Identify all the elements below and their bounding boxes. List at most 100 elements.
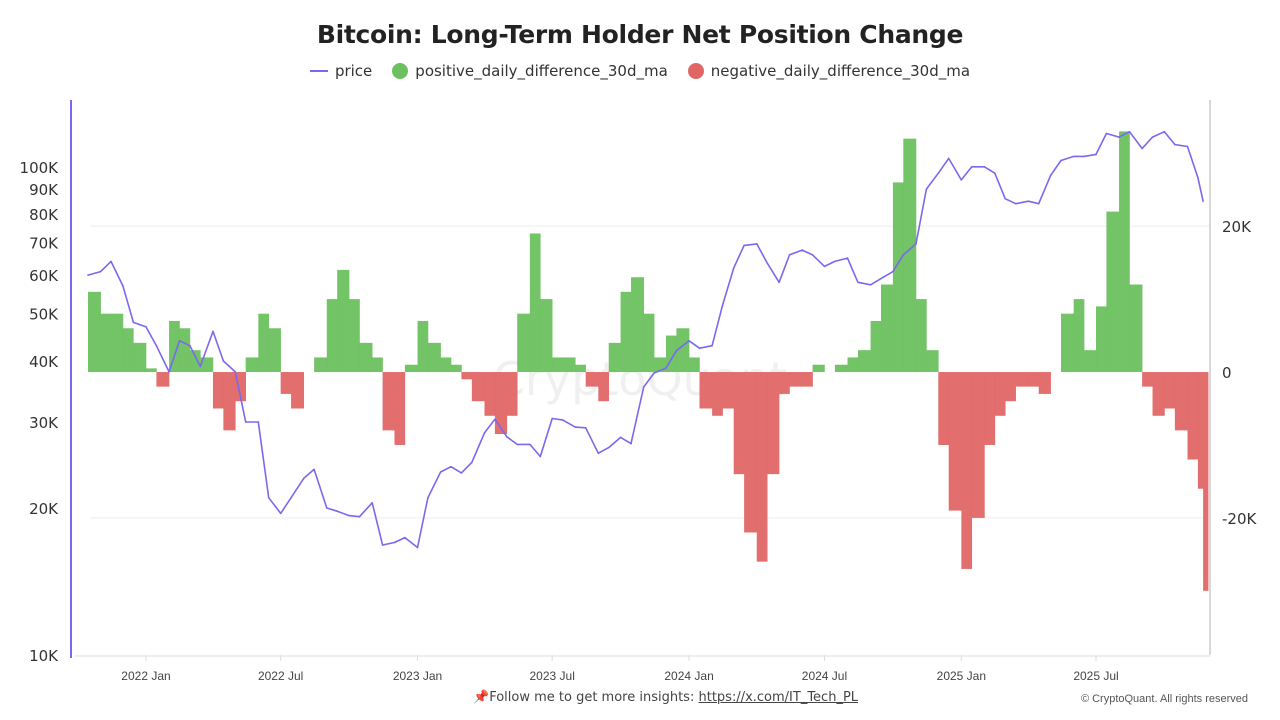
- price-point: [257, 421, 260, 423]
- negative-bar: [1005, 372, 1016, 402]
- twitter-link[interactable]: https://x.com/IT_Tech_PL: [698, 690, 859, 705]
- negative-bar: [789, 372, 803, 387]
- negative-bar: [471, 372, 485, 402]
- negative-bar: [1142, 372, 1153, 387]
- negative-bar: [1028, 372, 1040, 387]
- left-tick-label: 90K: [29, 181, 59, 199]
- positive-bar: [915, 299, 927, 373]
- negative-bar: [223, 372, 236, 431]
- price-point: [597, 452, 600, 455]
- price-point: [1174, 143, 1176, 146]
- line-swatch-icon: [309, 70, 328, 72]
- x-tick-label: 2023 Jul: [529, 669, 574, 683]
- price-point: [551, 417, 553, 420]
- price-point: [857, 281, 859, 284]
- left-tick-label: 20K: [29, 500, 59, 518]
- price-point: [653, 372, 655, 374]
- price-point: [1027, 200, 1030, 203]
- positive-bar: [337, 269, 350, 373]
- right-tick-label: -20K: [1222, 510, 1257, 528]
- positive-bar: [812, 364, 825, 373]
- positive-bar: [575, 364, 586, 373]
- price-point: [766, 262, 768, 264]
- legend-label: negative_daily_difference_30d_ma: [710, 62, 971, 80]
- price-line-group: [87, 130, 1204, 549]
- price-point: [506, 435, 508, 438]
- legend-label: positive_daily_difference_30d_ma: [415, 62, 668, 80]
- left-tick-label: 40K: [29, 353, 59, 371]
- negative-bar: [1197, 372, 1204, 489]
- price-point: [1141, 147, 1143, 150]
- price-point: [801, 249, 803, 251]
- positive-bar: [847, 357, 859, 373]
- negative-bar: [585, 372, 599, 387]
- positive-bar: [1106, 211, 1120, 373]
- negative-bar: [156, 372, 170, 387]
- positive-bar: [314, 357, 328, 373]
- price-point: [675, 349, 678, 352]
- left-tick-label: 30K: [29, 414, 59, 432]
- positive-bar: [1119, 131, 1130, 373]
- price-point: [642, 386, 645, 388]
- price-point: [483, 432, 486, 434]
- price-point: [630, 442, 632, 445]
- price-point: [302, 477, 305, 480]
- left-tick-label: 100K: [20, 159, 60, 177]
- price-point: [460, 472, 463, 474]
- negative-bar: [961, 372, 973, 569]
- footer-follow: 📌Follow me to get more insights: https:/…: [473, 690, 858, 705]
- positive-bar: [926, 350, 939, 373]
- positive-bar: [608, 342, 621, 373]
- positive-bar: [179, 328, 191, 373]
- price-point: [199, 365, 202, 368]
- price-point: [244, 421, 247, 423]
- legend-item-price[interactable]: price: [309, 62, 372, 80]
- positive-bar: [631, 277, 644, 373]
- price-point: [1072, 155, 1075, 158]
- price-point: [427, 496, 429, 499]
- positive-bar: [169, 320, 180, 373]
- price-point: [811, 254, 814, 256]
- price-point: [450, 465, 452, 468]
- positive-bar: [643, 313, 655, 373]
- price-point: [711, 344, 713, 347]
- price-point: [823, 265, 826, 268]
- price-point: [1105, 132, 1108, 135]
- price-point: [110, 260, 112, 263]
- positive-bar: [666, 335, 677, 373]
- copyright: © CryptoQuant. All rights reserved: [1080, 693, 1248, 705]
- price-point: [516, 443, 519, 446]
- price-point: [892, 270, 894, 273]
- positive-bar: [245, 357, 259, 373]
- positive-bar: [146, 368, 157, 373]
- legend-item-positive[interactable]: positive_daily_difference_30d_ma: [392, 62, 668, 80]
- positive-bar: [427, 342, 441, 373]
- positive-bar: [1073, 299, 1085, 373]
- price-point: [1202, 200, 1204, 203]
- legend: price positive_daily_difference_30d_ma n…: [0, 62, 1280, 80]
- left-tick-label: 70K: [29, 234, 59, 252]
- follow-text: Follow me to get more insights:: [489, 690, 699, 705]
- positive-bar: [540, 299, 553, 373]
- negative-bar: [506, 372, 518, 416]
- left-tick-label: 60K: [29, 267, 59, 285]
- price-point: [869, 284, 872, 286]
- negative-bar: [235, 372, 246, 402]
- price-point: [698, 347, 701, 349]
- positive-bar: [552, 357, 563, 373]
- price-point: [970, 165, 973, 168]
- positive-bar: [349, 299, 360, 373]
- negative-bar: [484, 372, 496, 416]
- legend-item-negative[interactable]: negative_daily_difference_30d_ma: [687, 62, 971, 80]
- left-tick-label: 50K: [29, 306, 59, 324]
- positive-bar: [404, 364, 418, 373]
- price-point: [688, 340, 690, 342]
- negative-bar: [461, 372, 473, 380]
- price-point: [313, 468, 315, 471]
- left-tick-label: 10K: [29, 647, 59, 665]
- price-point: [584, 426, 587, 429]
- negative-bar: [212, 372, 224, 409]
- right-tick-label: 20K: [1222, 218, 1252, 236]
- price-point: [178, 340, 181, 342]
